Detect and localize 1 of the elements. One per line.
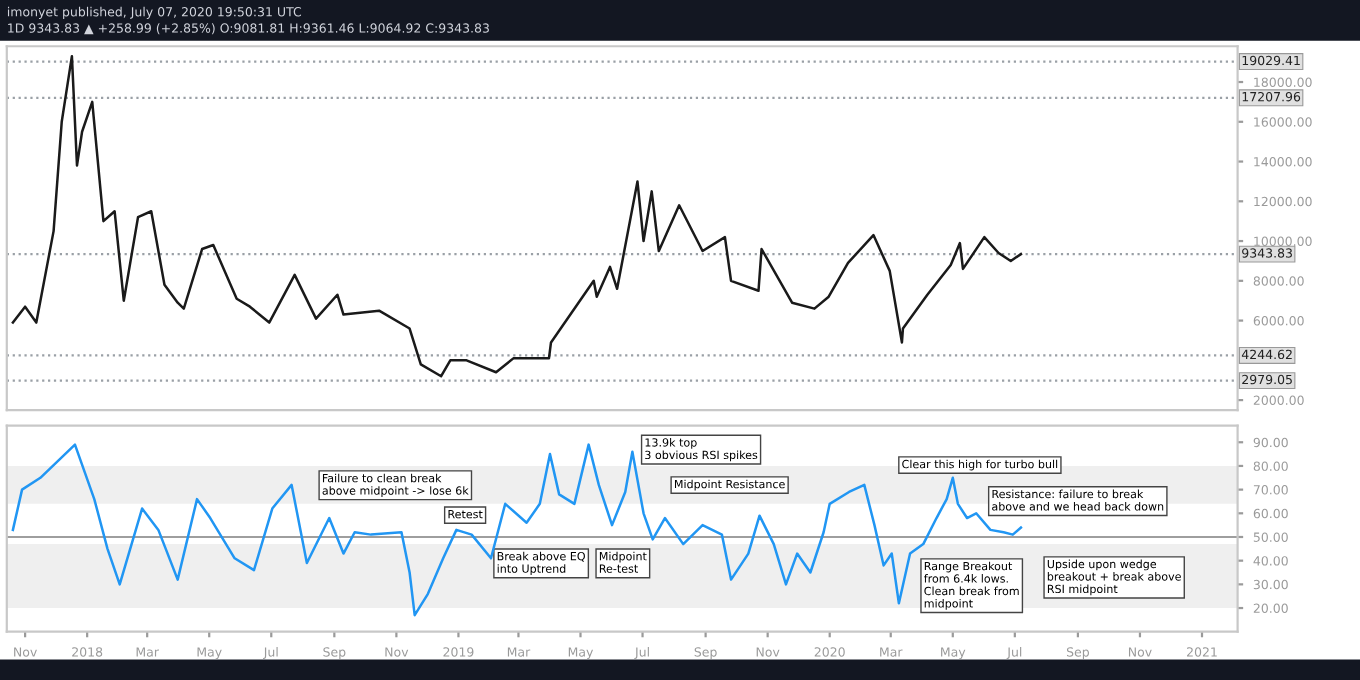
line-series [11, 54, 1023, 378]
